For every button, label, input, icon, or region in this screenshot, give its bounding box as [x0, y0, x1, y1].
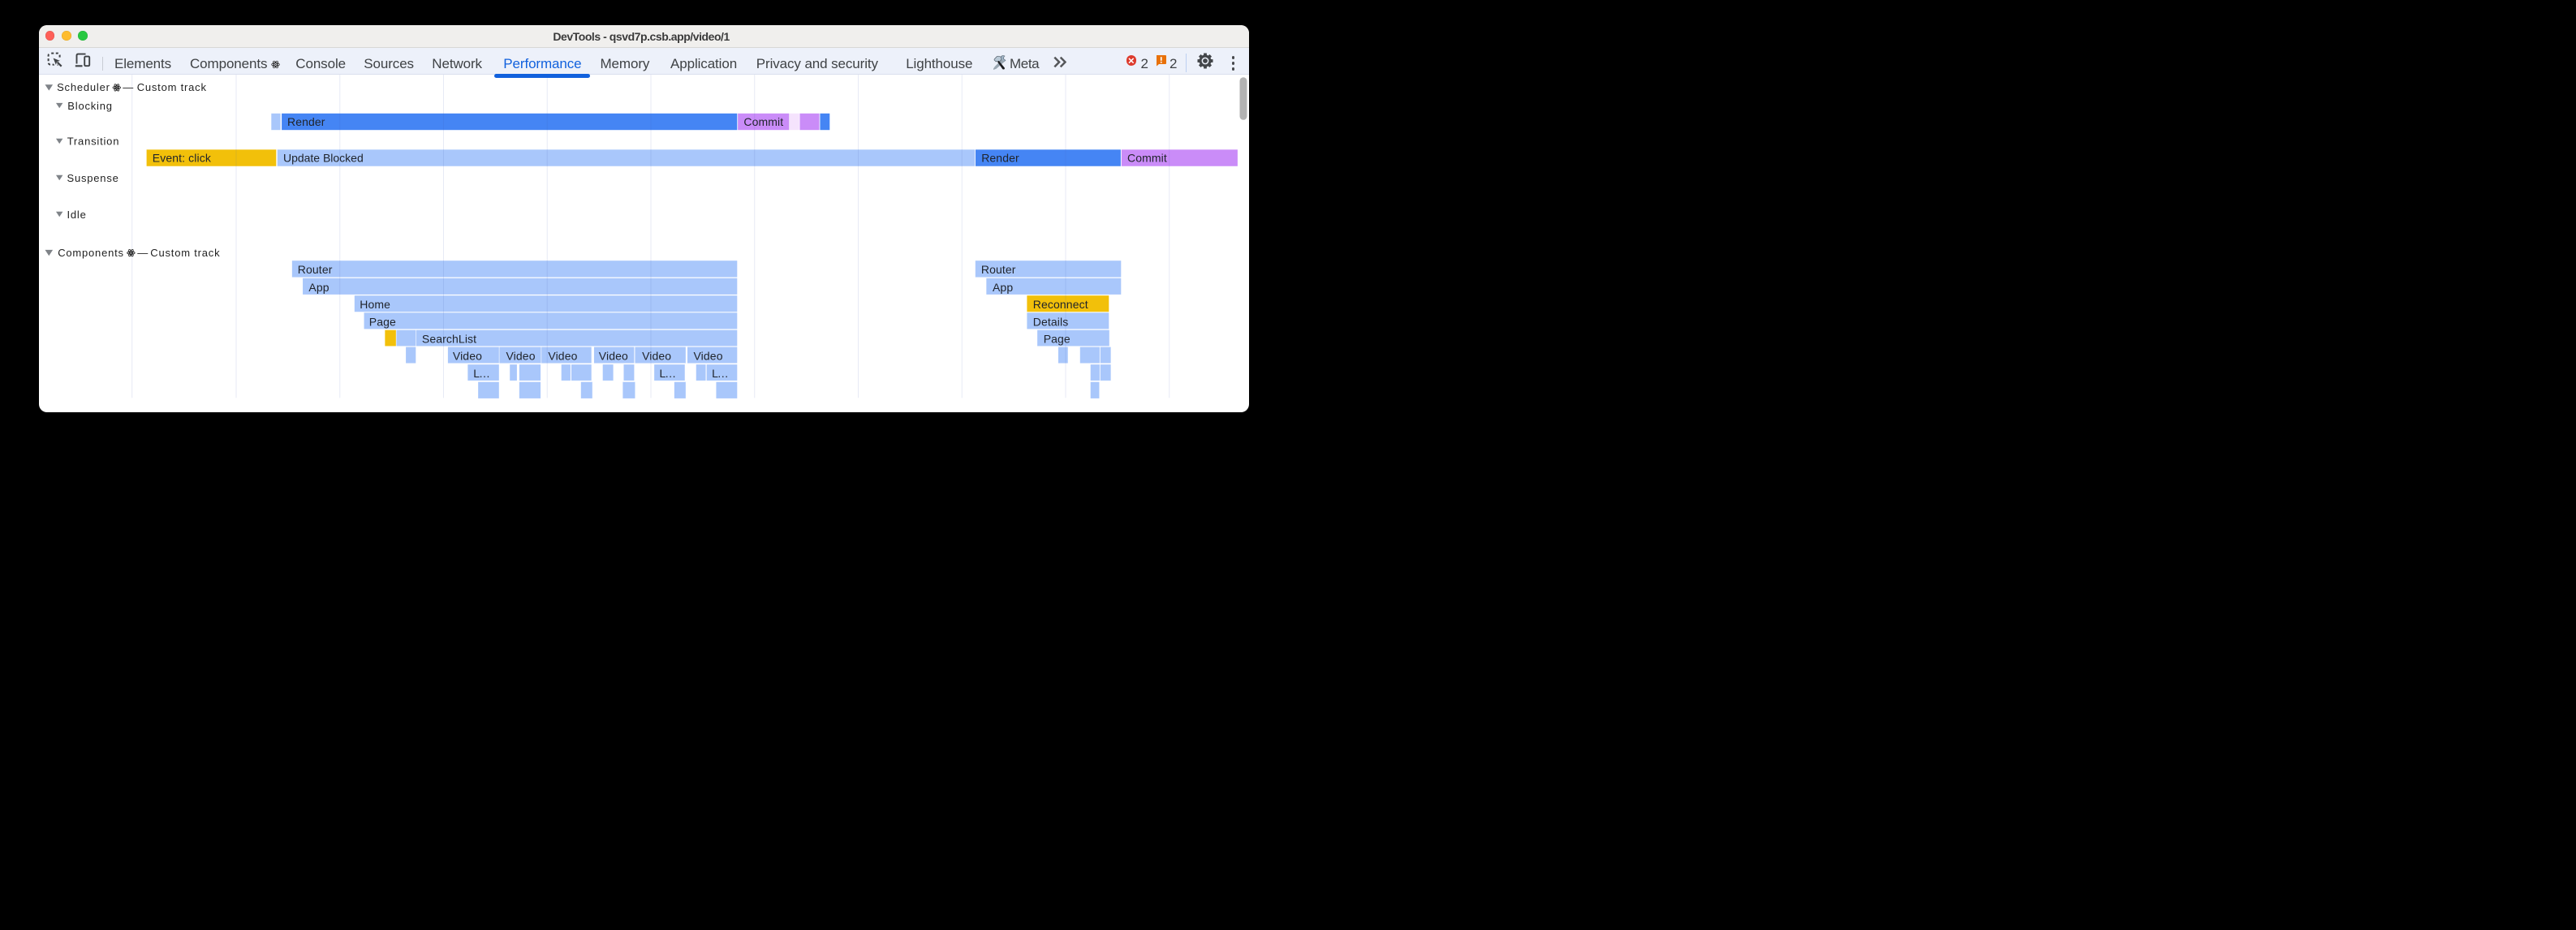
svg-text:Event: click: Event: click — [153, 151, 212, 164]
svg-text:Router: Router — [981, 263, 1016, 276]
svg-text:Blocking: Blocking — [67, 100, 112, 112]
svg-text:Scheduler: Scheduler — [57, 81, 110, 93]
svg-text:Render: Render — [981, 151, 1019, 164]
svg-text:L…: L… — [473, 367, 489, 380]
svg-text:Page: Page — [369, 315, 396, 328]
svg-text:Details: Details — [1033, 315, 1069, 328]
svg-text:L…: L… — [659, 367, 675, 380]
svg-text:Custom track: Custom track — [137, 81, 207, 93]
svg-text:Commit: Commit — [1127, 151, 1167, 164]
svg-text:Components: Components — [58, 246, 124, 258]
svg-text:App: App — [308, 280, 329, 293]
svg-text:Transition: Transition — [67, 135, 120, 147]
svg-text:—: — — [137, 246, 149, 258]
svg-text:Router: Router — [298, 263, 333, 276]
svg-text:Idle: Idle — [67, 208, 86, 220]
svg-text:Home: Home — [360, 298, 390, 311]
svg-text:App: App — [993, 280, 1013, 293]
svg-text:Video: Video — [693, 349, 722, 362]
svg-text:Video: Video — [599, 349, 628, 362]
svg-text:—: — — [123, 81, 134, 93]
svg-text:Render: Render — [287, 115, 325, 128]
svg-text:Custom track: Custom track — [150, 246, 220, 258]
svg-text:Video: Video — [453, 349, 482, 362]
svg-text:Commit: Commit — [743, 115, 783, 128]
svg-text:Update Blocked: Update Blocked — [283, 151, 364, 164]
svg-text:L…: L… — [712, 367, 728, 380]
svg-text:Video: Video — [642, 349, 671, 362]
svg-text:Reconnect: Reconnect — [1033, 298, 1088, 311]
svg-text:Suspense: Suspense — [67, 171, 118, 183]
svg-text:SearchList: SearchList — [422, 332, 476, 345]
svg-text:Video: Video — [548, 349, 577, 362]
svg-text:Page: Page — [1044, 332, 1070, 345]
svg-text:Video: Video — [506, 349, 535, 362]
